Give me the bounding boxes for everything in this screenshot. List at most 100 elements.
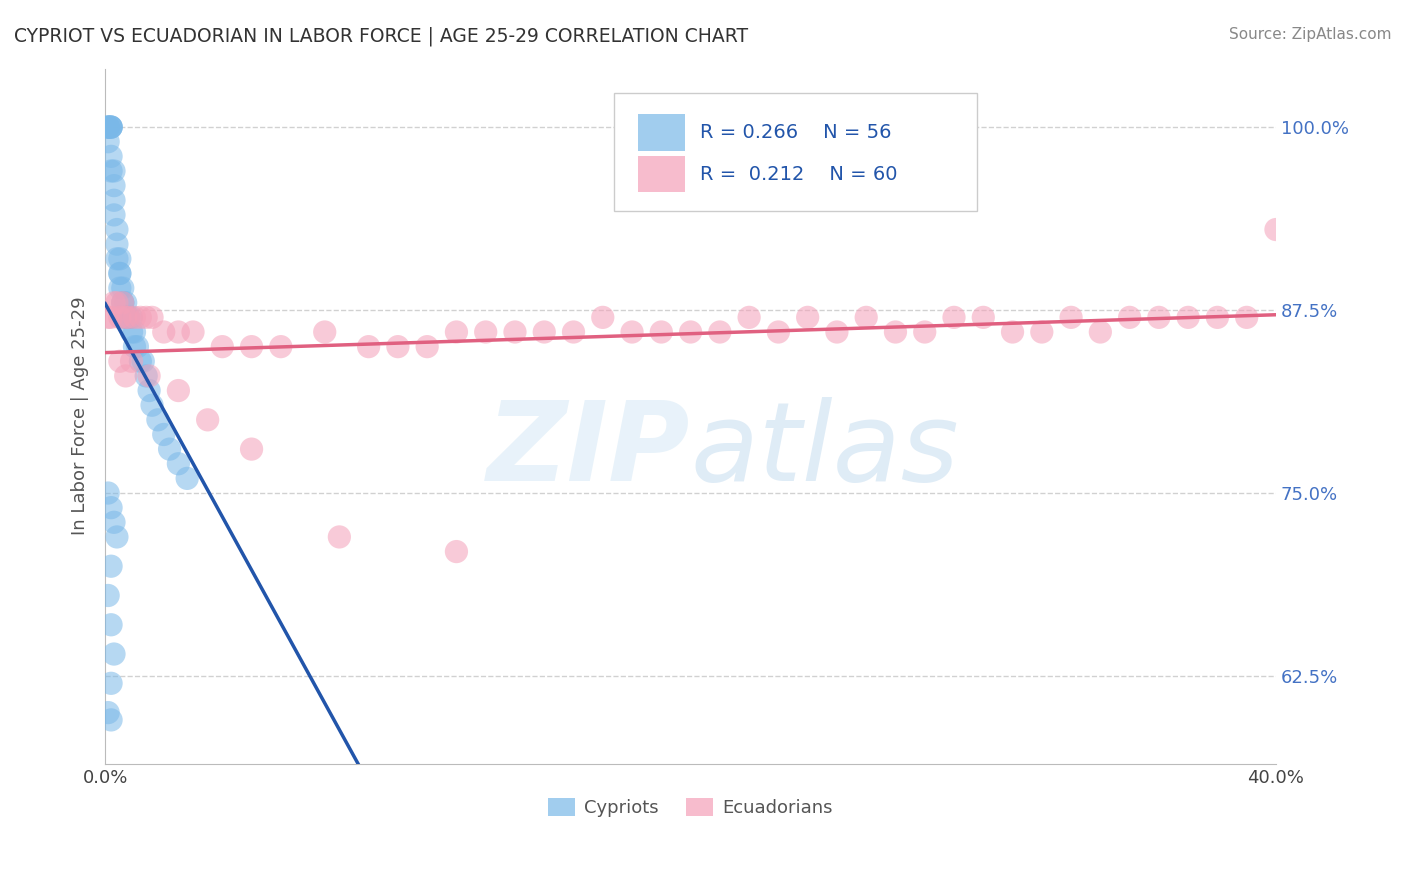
Point bbox=[105, 295, 128, 310]
Point bbox=[592, 310, 614, 325]
Point bbox=[105, 252, 128, 266]
Point bbox=[1118, 310, 1140, 325]
Point bbox=[108, 267, 131, 281]
Point bbox=[103, 647, 125, 661]
Point bbox=[108, 267, 131, 281]
Point bbox=[111, 295, 134, 310]
Point bbox=[124, 325, 146, 339]
FancyBboxPatch shape bbox=[614, 93, 977, 211]
Point bbox=[328, 530, 350, 544]
Text: CYPRIOT VS ECUADORIAN IN LABOR FORCE | AGE 25-29 CORRELATION CHART: CYPRIOT VS ECUADORIAN IN LABOR FORCE | A… bbox=[14, 27, 748, 46]
Point bbox=[314, 325, 336, 339]
Point bbox=[129, 310, 152, 325]
Point bbox=[100, 120, 122, 134]
Point bbox=[141, 398, 163, 412]
Point bbox=[135, 368, 157, 383]
Point bbox=[97, 589, 120, 603]
Point bbox=[100, 310, 122, 325]
Point bbox=[167, 325, 190, 339]
Point bbox=[108, 310, 131, 325]
Point bbox=[105, 530, 128, 544]
Point bbox=[446, 544, 468, 558]
Point bbox=[97, 120, 120, 134]
Point bbox=[97, 120, 120, 134]
Point bbox=[97, 486, 120, 500]
Text: ZIP: ZIP bbox=[486, 398, 690, 505]
Point bbox=[103, 178, 125, 193]
Point bbox=[1001, 325, 1024, 339]
Point bbox=[709, 325, 731, 339]
Point bbox=[117, 310, 139, 325]
Point bbox=[152, 427, 174, 442]
Point bbox=[146, 413, 169, 427]
Point bbox=[884, 325, 907, 339]
Point bbox=[100, 676, 122, 690]
Text: R =  0.212    N = 60: R = 0.212 N = 60 bbox=[700, 165, 897, 184]
Text: atlas: atlas bbox=[690, 398, 959, 505]
Point bbox=[1090, 325, 1112, 339]
Point bbox=[167, 457, 190, 471]
Text: Source: ZipAtlas.com: Source: ZipAtlas.com bbox=[1229, 27, 1392, 42]
Point bbox=[100, 559, 122, 574]
Point bbox=[1265, 222, 1288, 236]
Point bbox=[132, 354, 155, 368]
Point bbox=[103, 194, 125, 208]
Point bbox=[474, 325, 496, 339]
Point bbox=[103, 516, 125, 530]
Point bbox=[114, 295, 136, 310]
Point bbox=[240, 442, 263, 456]
Point bbox=[416, 340, 439, 354]
Point bbox=[796, 310, 818, 325]
Point bbox=[211, 340, 233, 354]
Point bbox=[533, 325, 555, 339]
Point bbox=[121, 354, 143, 368]
Point bbox=[138, 368, 160, 383]
Point bbox=[141, 310, 163, 325]
Point bbox=[738, 310, 761, 325]
Point bbox=[176, 471, 198, 485]
Text: R = 0.266    N = 56: R = 0.266 N = 56 bbox=[700, 123, 891, 142]
Point bbox=[357, 340, 380, 354]
Point bbox=[97, 120, 120, 134]
FancyBboxPatch shape bbox=[638, 114, 685, 151]
Point bbox=[97, 135, 120, 149]
Point bbox=[105, 237, 128, 252]
Point bbox=[167, 384, 190, 398]
Point bbox=[1236, 310, 1258, 325]
Point bbox=[114, 310, 136, 325]
Point bbox=[121, 310, 143, 325]
Point bbox=[1147, 310, 1170, 325]
Point bbox=[114, 310, 136, 325]
Legend: Cypriots, Ecuadorians: Cypriots, Ecuadorians bbox=[541, 790, 839, 824]
Point bbox=[270, 340, 292, 354]
Point bbox=[152, 325, 174, 339]
Point bbox=[108, 281, 131, 295]
Point bbox=[181, 325, 204, 339]
Point bbox=[825, 325, 848, 339]
Point bbox=[121, 325, 143, 339]
Point bbox=[117, 310, 139, 325]
Point bbox=[127, 340, 149, 354]
Point bbox=[124, 310, 146, 325]
Point bbox=[111, 281, 134, 295]
Point bbox=[111, 295, 134, 310]
FancyBboxPatch shape bbox=[638, 156, 685, 193]
Point bbox=[1060, 310, 1083, 325]
Y-axis label: In Labor Force | Age 25-29: In Labor Force | Age 25-29 bbox=[72, 297, 89, 535]
Point bbox=[1206, 310, 1229, 325]
Point bbox=[650, 325, 672, 339]
Point bbox=[124, 340, 146, 354]
Point bbox=[1177, 310, 1199, 325]
Point bbox=[100, 164, 122, 178]
Point bbox=[621, 325, 644, 339]
Point bbox=[129, 354, 152, 368]
Point bbox=[103, 208, 125, 222]
Point bbox=[197, 413, 219, 427]
Point bbox=[100, 149, 122, 163]
Point bbox=[100, 120, 122, 134]
Point bbox=[97, 120, 120, 134]
Point bbox=[503, 325, 526, 339]
Point bbox=[100, 617, 122, 632]
Point bbox=[159, 442, 181, 456]
Point bbox=[387, 340, 409, 354]
